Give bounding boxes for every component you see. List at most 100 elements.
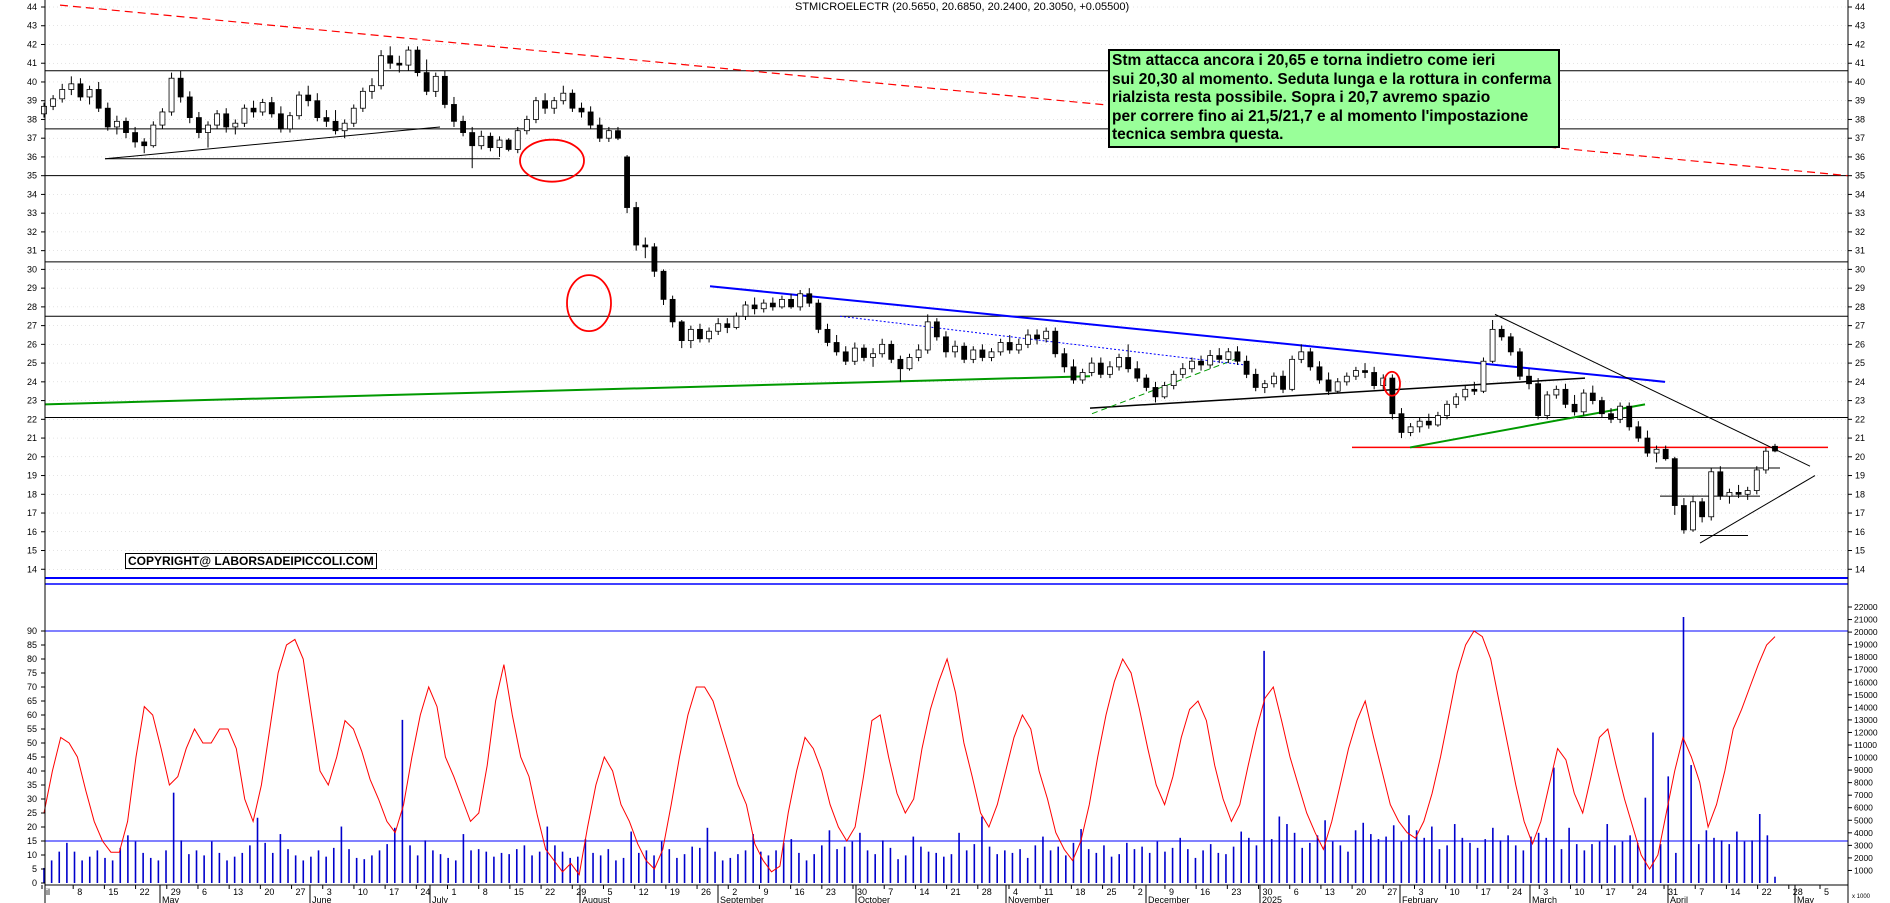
x-tick-label: 1 <box>452 887 457 897</box>
oscillator-line <box>43 630 1776 876</box>
candle <box>341 122 348 132</box>
rising-wedge-line <box>104 126 441 160</box>
candle <box>1726 492 1733 497</box>
x-tick-label: il <box>46 887 50 897</box>
candle <box>1544 394 1551 416</box>
candle <box>587 111 594 126</box>
candle <box>1107 366 1113 375</box>
month-label: November <box>1008 895 1050 903</box>
volume-tick-label: 3000 <box>1854 840 1873 850</box>
candle <box>1635 426 1642 439</box>
candle <box>1662 448 1669 460</box>
candle <box>596 124 603 139</box>
volume-tick-label: 15000 <box>1854 690 1878 700</box>
x-tick-label: 23 <box>826 887 836 897</box>
volume-tick-label: 8000 <box>1854 778 1873 788</box>
volume-tick-label: 10000 <box>1854 753 1878 763</box>
osc-tick-label: 55 <box>27 724 37 734</box>
y-tick-label: 25 <box>1855 358 1865 368</box>
candle <box>168 77 175 113</box>
x-tick-label: 22 <box>1762 887 1772 897</box>
candle <box>1580 392 1587 413</box>
candle <box>1589 392 1596 401</box>
month-label: June <box>312 895 332 903</box>
y-tick-label: 35 <box>1855 171 1865 181</box>
volume-tick-label: 4000 <box>1854 828 1873 838</box>
candle <box>1216 355 1223 360</box>
candle <box>1471 388 1478 392</box>
candle <box>387 55 394 64</box>
candle <box>1516 351 1523 377</box>
candle <box>104 107 111 128</box>
y-tick-label: 20 <box>1855 452 1865 462</box>
candle <box>669 298 676 323</box>
candle <box>1116 357 1122 368</box>
x-tick-label: 24 <box>420 887 430 897</box>
candle <box>833 342 840 353</box>
y-tick-label: 44 <box>27 2 37 12</box>
osc-tick-label: 50 <box>27 738 37 748</box>
y-tick-label: 14 <box>27 564 37 574</box>
x-tick-label: 16 <box>795 887 805 897</box>
candle <box>697 328 703 340</box>
candle <box>1189 360 1195 370</box>
annotation-line: per correre fino ai 21,5/21,7 e al momen… <box>1112 107 1529 125</box>
candle <box>432 75 439 92</box>
candle <box>1617 405 1624 420</box>
candle <box>560 92 567 102</box>
x-tick-label: 13 <box>233 887 243 897</box>
y-tick-label: 32 <box>1855 227 1865 237</box>
candle <box>59 89 66 100</box>
candle <box>806 293 813 304</box>
volume-tick-label: 5000 <box>1854 815 1873 825</box>
dashed-green-line <box>1091 357 1241 415</box>
y-tick-label: 33 <box>27 208 37 218</box>
y-tick-label: 27 <box>1855 321 1865 331</box>
candle <box>350 107 357 124</box>
x-tick-label: 16 <box>1200 887 1210 897</box>
candle <box>378 55 384 87</box>
candle <box>651 246 658 272</box>
rising-trendline <box>1699 475 1816 544</box>
month-label: October <box>858 895 890 903</box>
highlight-circles <box>519 138 1401 397</box>
y-tick-label: 34 <box>27 189 37 199</box>
candle <box>1170 373 1177 386</box>
highlight-circle <box>1383 370 1401 397</box>
candle <box>1061 353 1068 368</box>
y-tick-label: 17 <box>1855 508 1865 518</box>
candle <box>1343 375 1350 383</box>
y-tick-label: 26 <box>27 339 37 349</box>
x-tick-label: 2 <box>1138 887 1143 897</box>
month-label: 2025 <box>1262 895 1282 903</box>
candle <box>715 323 722 332</box>
y-tick-label: 21 <box>27 433 37 443</box>
y-tick-label: 29 <box>27 283 37 293</box>
volume-tick-label: 16000 <box>1854 677 1878 687</box>
candle <box>1571 403 1578 413</box>
candle <box>95 89 102 109</box>
x-tick-label: 31 <box>1668 887 1678 897</box>
candle <box>1626 405 1633 428</box>
x-tick-label: 24 <box>1512 887 1522 897</box>
green-rising-line <box>1409 403 1646 449</box>
blue-resistance-line <box>709 285 1666 383</box>
y-tick-label: 43 <box>27 21 37 31</box>
y-tick-label: 37 <box>27 133 37 143</box>
candle <box>241 107 248 124</box>
candle <box>1453 396 1460 405</box>
candle <box>523 119 530 132</box>
candle <box>578 107 585 113</box>
x-tick-label: 19 <box>670 887 680 897</box>
candle <box>569 92 576 109</box>
highlight-circle <box>566 274 612 333</box>
candle <box>1480 360 1487 392</box>
candle <box>1070 366 1077 381</box>
osc-tick-label: 40 <box>27 766 37 776</box>
y-tick-label: 22 <box>1855 414 1865 424</box>
candle <box>68 83 75 90</box>
osc-tick-label: 30 <box>27 794 37 804</box>
y-tick-label: 33 <box>1855 208 1865 218</box>
y-tick-label: 36 <box>1855 152 1865 162</box>
